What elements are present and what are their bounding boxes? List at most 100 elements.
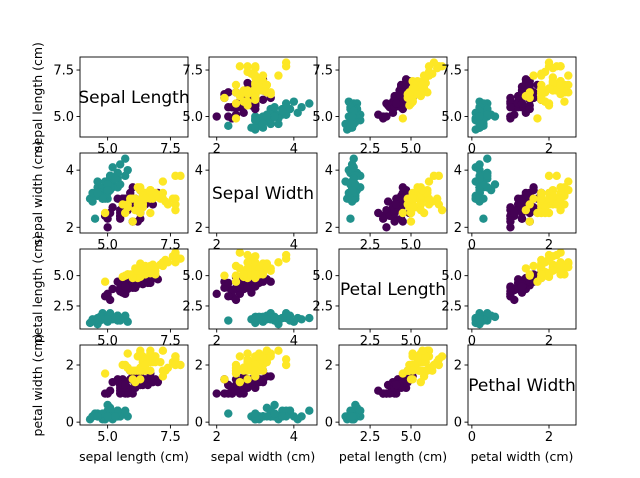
data-point-class_2 xyxy=(416,205,426,215)
data-point-class_2 xyxy=(548,76,558,86)
x-tick-label: 5.0 xyxy=(97,142,118,157)
data-point-class_1 xyxy=(115,180,125,189)
data-point-class_2 xyxy=(235,264,245,273)
data-point-class_0 xyxy=(103,223,112,232)
data-point-class_1 xyxy=(347,412,357,421)
data-point-class_2 xyxy=(146,352,155,361)
y-tick-label: 2 xyxy=(66,221,74,236)
data-point-class_1 xyxy=(224,316,233,325)
data-point-class_2 xyxy=(176,171,185,181)
y-tick-label: 5.0 xyxy=(182,269,203,284)
data-point-class_2 xyxy=(537,194,546,203)
data-point-class_2 xyxy=(408,375,417,384)
y-tick-label: 2.5 xyxy=(53,299,74,314)
x-tick-label: 4 xyxy=(290,334,298,349)
data-point-class_2 xyxy=(556,266,565,276)
y-tick-label: 2.5 xyxy=(182,299,203,314)
data-point-class_0 xyxy=(266,372,275,381)
data-point-class_0 xyxy=(212,389,221,398)
x-axis-label-petal-length: petal length (cm) xyxy=(339,449,447,464)
diagonal-title-petal-width: Pethal Width xyxy=(468,376,575,396)
data-point-class_1 xyxy=(349,174,358,183)
panel-points xyxy=(341,58,447,134)
data-point-class_2 xyxy=(274,346,283,355)
data-point-class_2 xyxy=(239,363,248,373)
x-tick-label: 4 xyxy=(290,238,298,253)
data-point-class_2 xyxy=(529,261,538,271)
data-point-class_2 xyxy=(133,266,142,276)
data-point-class_2 xyxy=(398,114,408,123)
data-point-class_2 xyxy=(525,270,534,279)
data-point-class_2 xyxy=(235,249,245,257)
data-point-class_2 xyxy=(537,95,546,104)
panel-sepal-length-vs-petal-length: 2.5 5.0 5.0 7.5 xyxy=(312,56,448,157)
data-point-class_1 xyxy=(490,312,500,322)
data-point-class_0 xyxy=(243,282,252,291)
y-tick-label: 4 xyxy=(195,164,203,179)
data-point-class_2 xyxy=(126,270,135,279)
data-point-class_1 xyxy=(251,409,260,418)
y-tick-label: 5.0 xyxy=(53,110,74,125)
y-tick-label: 0 xyxy=(195,416,203,431)
y-tick-label: 2 xyxy=(325,221,333,236)
data-point-class_1 xyxy=(289,97,299,106)
data-point-class_1 xyxy=(262,112,272,121)
data-point-class_0 xyxy=(224,112,233,121)
y-tick-label: 4 xyxy=(454,164,462,179)
x-tick-label: 2.5 xyxy=(360,430,381,445)
data-point-class_1 xyxy=(110,412,120,421)
data-point-class_1 xyxy=(483,154,492,163)
data-point-class_2 xyxy=(243,67,252,77)
x-tick-label: 2 xyxy=(545,238,553,253)
x-tick-label: 2.5 xyxy=(360,334,381,349)
data-point-class_1 xyxy=(270,400,279,410)
data-point-class_1 xyxy=(108,163,117,172)
panel-petal-length-vs-petal-length: Petal Length 2.5 5.0 2.5 5.0 xyxy=(312,248,448,349)
data-point-class_2 xyxy=(413,183,422,192)
data-point-class_2 xyxy=(243,258,252,267)
y-tick-label: 5.0 xyxy=(53,269,74,284)
data-point-class_0 xyxy=(398,183,408,192)
data-point-class_1 xyxy=(258,119,268,129)
data-point-class_2 xyxy=(158,372,168,381)
data-point-class_0 xyxy=(378,214,388,223)
data-point-class_1 xyxy=(93,177,102,186)
panel-petal-length-vs-sepal-length: 5.0 7.52.55.0 xyxy=(53,248,189,349)
data-point-class_2 xyxy=(123,349,132,358)
data-point-class_2 xyxy=(235,352,245,361)
data-point-class_1 xyxy=(346,214,355,223)
data-point-class_1 xyxy=(297,103,306,112)
x-tick-label: 5.0 xyxy=(97,430,118,445)
data-point-class_2 xyxy=(231,80,241,90)
data-point-class_2 xyxy=(251,270,260,279)
y-tick-label: 4 xyxy=(66,164,74,179)
y-tick-label: 5.0 xyxy=(182,110,203,125)
data-point-class_2 xyxy=(243,250,252,260)
data-point-class_2 xyxy=(414,366,424,375)
x-tick-label: 0 xyxy=(468,334,476,349)
x-tick-label: 5.0 xyxy=(401,238,422,253)
panel-petal-length-vs-petal-width: 0 2 2.5 5.0 xyxy=(441,248,577,349)
data-point-class_1 xyxy=(351,400,360,410)
y-tick-label: 2 xyxy=(66,359,74,374)
panel-petal-width-vs-sepal-width: 2 402 xyxy=(195,344,318,445)
data-point-class_2 xyxy=(408,366,417,375)
x-tick-label: 2 xyxy=(213,238,221,253)
panel-frame xyxy=(79,152,189,234)
panel-frame xyxy=(79,248,189,330)
data-point-class_2 xyxy=(424,177,434,186)
data-point-class_2 xyxy=(560,97,569,106)
data-point-class_1 xyxy=(347,119,357,129)
data-point-class_1 xyxy=(262,315,272,324)
panel-frame xyxy=(467,344,577,426)
data-point-class_2 xyxy=(262,80,272,90)
data-point-class_2 xyxy=(251,95,260,104)
panel-frame xyxy=(338,248,448,330)
x-tick-label: 5.0 xyxy=(97,238,118,253)
data-point-class_0 xyxy=(374,110,383,119)
data-point-class_2 xyxy=(141,194,150,203)
panel-frame xyxy=(467,248,577,330)
y-tick-label: 2 xyxy=(454,359,462,374)
data-point-class_2 xyxy=(243,264,252,273)
